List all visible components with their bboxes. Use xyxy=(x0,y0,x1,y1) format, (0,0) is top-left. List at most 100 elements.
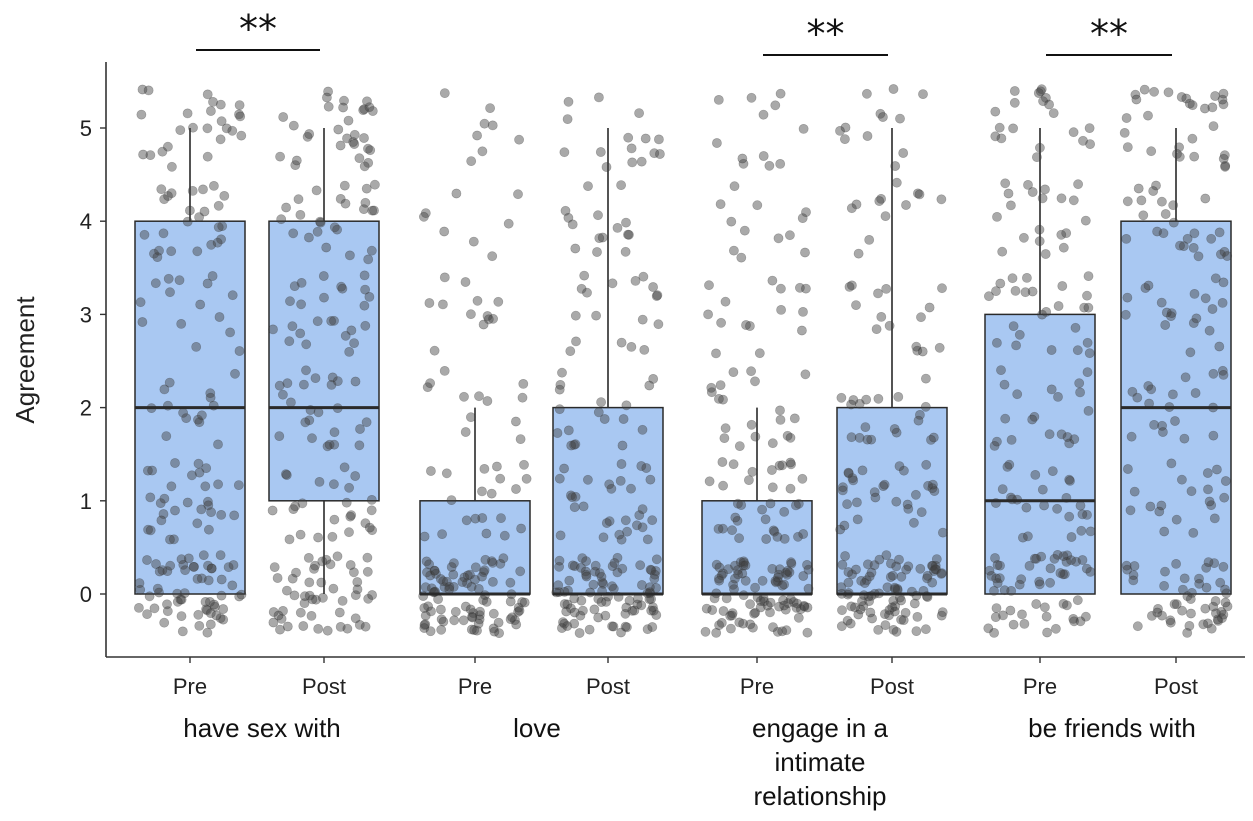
data-point xyxy=(1034,236,1045,247)
data-point xyxy=(775,414,786,425)
data-point xyxy=(175,125,186,136)
data-point xyxy=(846,399,856,410)
data-point xyxy=(323,86,333,97)
data-point xyxy=(472,295,483,306)
data-point xyxy=(1133,183,1144,194)
jitter-points-post xyxy=(835,84,948,637)
data-point xyxy=(989,440,1000,451)
data-point xyxy=(485,103,495,113)
data-point xyxy=(890,161,901,171)
data-point xyxy=(650,566,661,576)
jitter-points-pre xyxy=(418,88,532,638)
data-point xyxy=(1168,200,1179,211)
data-point xyxy=(582,287,592,298)
data-point xyxy=(622,526,632,537)
data-point xyxy=(773,576,783,587)
data-point xyxy=(780,604,791,615)
data-point xyxy=(322,625,333,636)
data-point xyxy=(481,528,492,539)
data-point xyxy=(896,571,907,582)
data-point xyxy=(768,622,778,632)
data-point xyxy=(324,439,335,450)
data-point xyxy=(889,582,900,593)
data-point xyxy=(614,529,625,540)
data-point xyxy=(135,297,146,308)
data-point xyxy=(275,151,285,162)
data-point xyxy=(593,210,603,221)
data-point xyxy=(855,604,866,615)
data-point xyxy=(557,367,567,378)
data-point xyxy=(340,198,351,209)
data-point xyxy=(192,246,203,257)
data-point xyxy=(641,463,652,473)
data-point xyxy=(632,520,642,531)
data-point xyxy=(360,320,371,331)
data-point xyxy=(1136,195,1147,206)
data-point xyxy=(745,321,755,331)
data-point xyxy=(221,123,232,134)
data-point xyxy=(566,603,576,614)
data-point xyxy=(1131,94,1142,105)
data-point xyxy=(175,594,186,605)
data-point xyxy=(754,348,765,359)
data-point xyxy=(154,566,165,577)
data-point xyxy=(213,222,224,233)
data-point xyxy=(1082,367,1093,377)
data-point xyxy=(317,592,328,603)
data-point xyxy=(637,580,647,590)
data-point xyxy=(930,564,940,574)
data-point xyxy=(1068,614,1079,624)
data-point xyxy=(513,602,524,613)
data-point xyxy=(562,114,573,124)
data-point xyxy=(302,131,313,142)
data-point xyxy=(203,560,213,571)
data-point xyxy=(995,278,1006,289)
data-point xyxy=(316,577,327,588)
data-point xyxy=(1083,405,1094,416)
data-point xyxy=(1078,135,1088,146)
data-point xyxy=(364,102,375,113)
y-tick-label: 1 xyxy=(80,489,92,514)
data-point xyxy=(1139,84,1150,95)
data-point xyxy=(729,181,740,192)
data-point xyxy=(201,604,211,615)
data-point xyxy=(636,156,647,167)
y-axis-title: Agreement xyxy=(10,296,40,424)
data-point xyxy=(162,599,172,610)
data-point xyxy=(852,497,862,508)
data-point xyxy=(285,397,296,408)
data-point xyxy=(723,564,734,574)
data-point xyxy=(913,188,923,199)
data-point xyxy=(1072,595,1083,606)
data-point xyxy=(728,579,738,590)
data-point xyxy=(349,129,360,140)
data-point xyxy=(574,628,585,638)
data-point xyxy=(344,346,355,357)
data-point xyxy=(155,498,166,508)
data-point xyxy=(800,369,811,380)
data-point xyxy=(714,393,724,404)
data-point xyxy=(475,606,485,617)
data-point xyxy=(644,380,655,391)
data-point xyxy=(1031,553,1042,564)
data-point xyxy=(333,124,344,135)
data-point xyxy=(465,412,476,423)
data-point xyxy=(334,607,345,618)
data-point xyxy=(570,310,581,321)
data-point xyxy=(1122,142,1133,152)
data-point xyxy=(1209,558,1220,568)
data-point xyxy=(917,346,928,357)
data-point xyxy=(327,372,338,383)
data-point xyxy=(597,577,608,588)
data-point xyxy=(321,554,332,565)
data-point xyxy=(419,620,430,630)
data-point xyxy=(489,626,500,637)
data-point xyxy=(986,571,997,581)
data-point xyxy=(369,179,380,190)
data-point xyxy=(223,562,234,572)
data-point xyxy=(1218,153,1229,164)
data-point xyxy=(1058,551,1069,561)
data-point xyxy=(799,601,810,612)
data-point xyxy=(786,557,796,568)
